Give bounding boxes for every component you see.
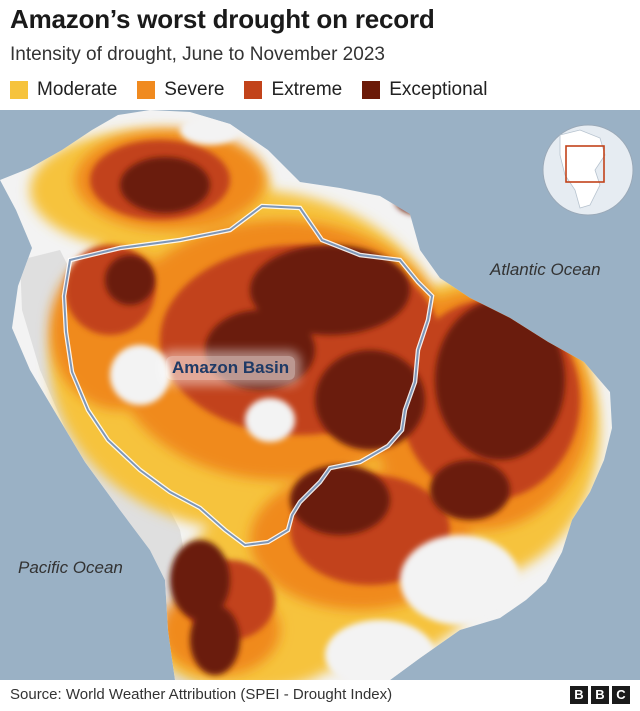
- globe-continent: [559, 129, 606, 209]
- legend-label-moderate: Moderate: [37, 79, 118, 100]
- legend-item-severe: Severe: [137, 79, 224, 101]
- no-drought-areas: [110, 115, 520, 680]
- source-note: Source: World Weather Attribution (SPEI …: [10, 686, 393, 703]
- amazon-basin-outline-line: [62, 204, 434, 547]
- drought-map: Atlantic Ocean Pacific Ocean Amazon Basi…: [0, 110, 640, 680]
- legend-label-exceptional: Exceptional: [389, 79, 488, 100]
- bbc-logo-c: C: [612, 686, 630, 704]
- globe-inset: [542, 124, 634, 216]
- legend-label-severe: Severe: [164, 79, 225, 100]
- bbc-logo-b2: B: [591, 686, 609, 704]
- chart-subtitle: Intensity of drought, June to November 2…: [10, 44, 385, 65]
- legend-item-moderate: Moderate: [10, 79, 117, 101]
- map-svg: [0, 110, 640, 680]
- legend-item-exceptional: Exceptional: [362, 79, 487, 101]
- chart-title: Amazon’s worst drought on record: [10, 4, 435, 34]
- bbc-logo: B B C: [567, 686, 630, 704]
- legend-item-extreme: Extreme: [244, 79, 342, 101]
- legend-swatch-moderate: [10, 81, 28, 99]
- legend-swatch-severe: [137, 81, 156, 99]
- legend: Moderate Severe Extreme Exceptional: [10, 78, 507, 102]
- amazon-basin-label: Amazon Basin: [166, 356, 296, 380]
- legend-label-extreme: Extreme: [271, 79, 343, 100]
- pacific-ocean-label: Pacific Ocean: [18, 558, 123, 577]
- legend-swatch-extreme: [244, 81, 263, 99]
- bbc-logo-b1: B: [570, 686, 588, 704]
- globe-highlight-box: [565, 145, 605, 183]
- legend-swatch-exceptional: [362, 81, 381, 99]
- atlantic-ocean-label: Atlantic Ocean: [490, 260, 601, 279]
